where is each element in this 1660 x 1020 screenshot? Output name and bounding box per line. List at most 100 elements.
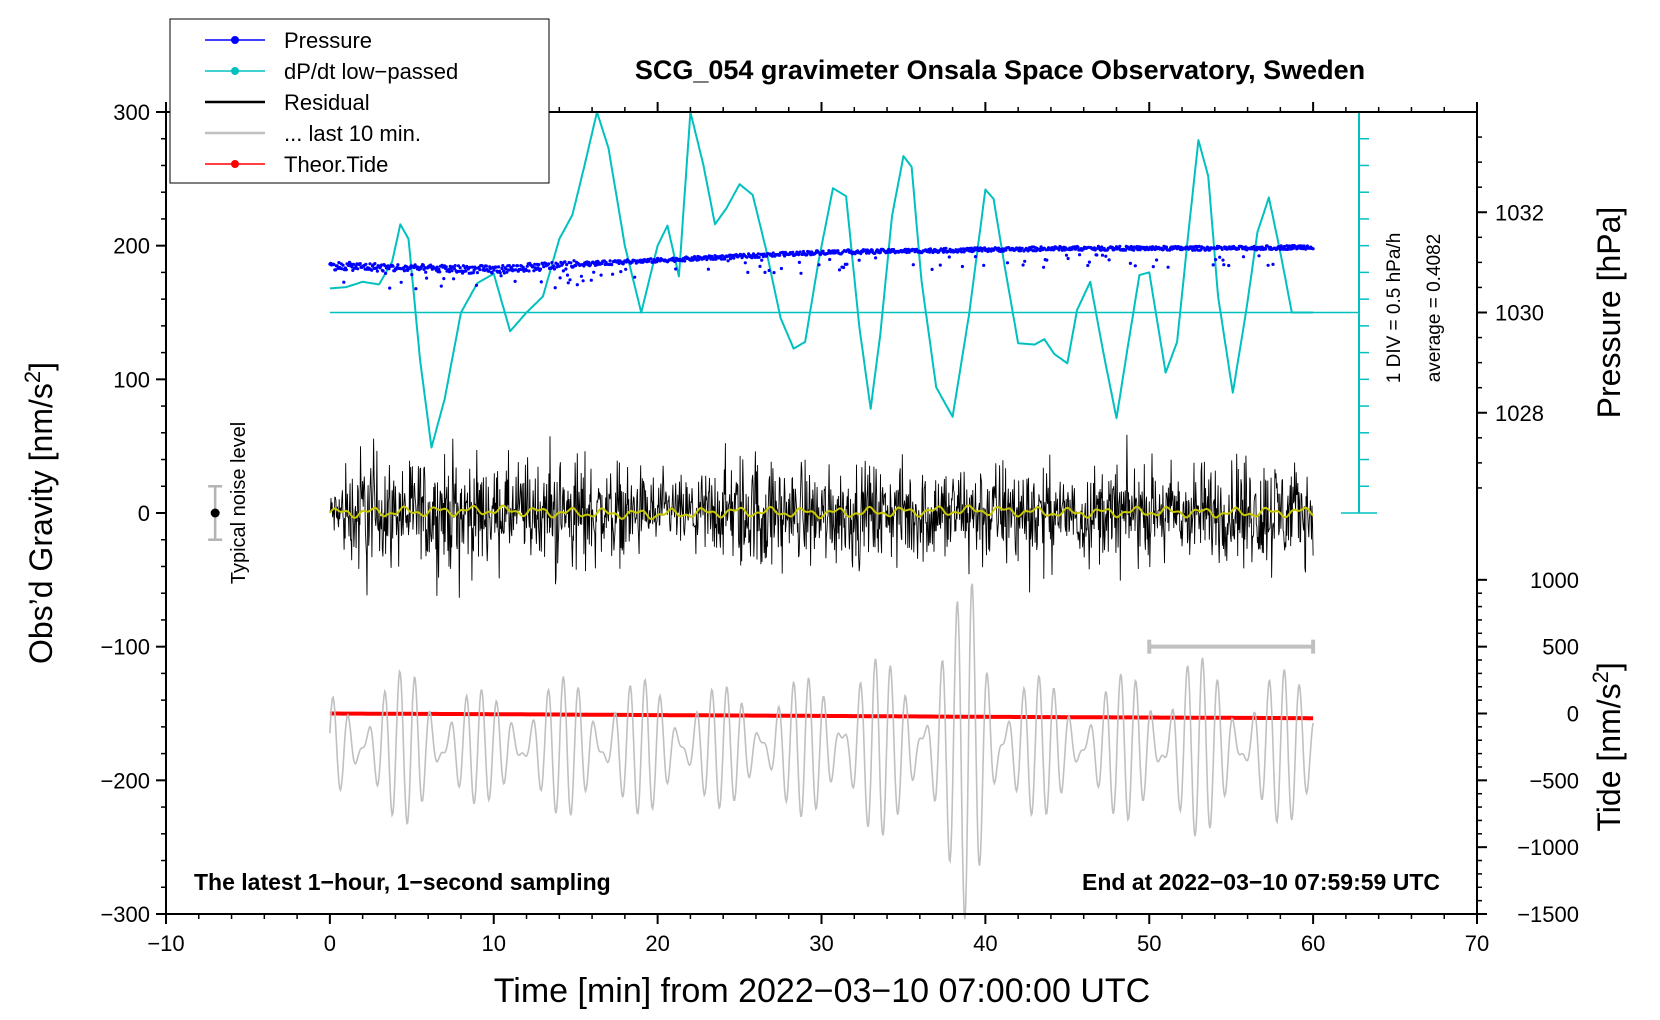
y-tick-label: −300: [100, 902, 150, 927]
pressure-point: [1221, 258, 1225, 262]
pressure-point: [1107, 258, 1111, 262]
tide-axis-label-main: Tide [nm/s: [1591, 683, 1627, 831]
pressure-point: [1211, 263, 1215, 267]
last-10-min-line: [329, 583, 1314, 920]
pressure-point: [388, 286, 392, 290]
pressure-point: [828, 257, 832, 262]
pressure-point: [497, 265, 501, 269]
pressure-point: [399, 280, 403, 284]
pressure-point: [761, 255, 765, 259]
legend-label: Pressure: [284, 28, 372, 53]
pressure-point: [1087, 260, 1091, 264]
pressure-point: [564, 267, 568, 271]
pressure-point: [518, 267, 522, 272]
pressure-point: [408, 266, 412, 270]
pressure-point: [723, 257, 727, 261]
pressure-point: [373, 262, 377, 266]
legend-swatch-dot: [231, 36, 239, 44]
x-tick-label: 30: [809, 931, 833, 956]
pressure-point: [396, 263, 400, 267]
pressure-point: [938, 263, 942, 267]
pressure-point: [439, 284, 443, 288]
pressure-point: [878, 250, 883, 254]
pressure-point: [470, 265, 474, 269]
pressure-point: [484, 264, 488, 268]
pressure-point: [379, 263, 384, 267]
pressure-point: [960, 264, 965, 269]
pressure-point: [458, 266, 462, 270]
pressure-point: [453, 264, 457, 268]
legend-entry: Pressure: [205, 28, 372, 53]
pressure-point: [370, 268, 374, 272]
pressure-point: [757, 255, 761, 259]
dpdt-layer: 1 DIV = 0.5 hPa/h average = 0.4082: [329, 111, 1445, 514]
x-tick-label: 0: [324, 931, 336, 956]
pressure-point: [471, 271, 475, 275]
x-tick-label: 40: [973, 931, 997, 956]
pressure-point: [1023, 259, 1027, 263]
pressure-point: [765, 254, 769, 258]
chart-title: SCG_054 gravimeter Onsala Space Observat…: [635, 55, 1365, 85]
pressure-point: [424, 270, 428, 274]
pressure-point: [438, 270, 442, 274]
legend-entry: Theor.Tide: [205, 152, 388, 177]
pressure-point: [1166, 265, 1170, 269]
pressure-point: [649, 257, 653, 261]
pressure-point: [442, 277, 446, 281]
pressure-point: [905, 250, 909, 255]
legend-entry: dP/dt low−passed: [205, 59, 458, 84]
pressure-point: [1078, 253, 1082, 257]
pressure-point: [553, 286, 557, 290]
pressure-point: [763, 270, 767, 274]
y-axis-label-sup: 2: [20, 371, 45, 383]
pressure-point: [552, 264, 556, 268]
pressure-point: [474, 266, 478, 270]
pressure-point: [565, 263, 569, 267]
pressure-point: [575, 283, 579, 287]
pressure-point: [1066, 256, 1070, 261]
pressure-point: [745, 255, 749, 259]
pressure-point: [972, 249, 976, 253]
pressure-point: [674, 267, 678, 271]
pressure-point: [558, 276, 562, 280]
pressure-point: [1093, 248, 1097, 252]
pressure-point: [821, 249, 825, 253]
pressure-point: [743, 261, 747, 265]
tide-tick-label: 0: [1567, 702, 1579, 727]
pressure-point: [758, 264, 762, 268]
pressure-point: [547, 262, 551, 266]
pressure-point: [1220, 247, 1224, 251]
pressure-point: [552, 267, 557, 271]
y-tick-label: 0: [138, 501, 150, 526]
pressure-point: [619, 270, 623, 274]
pressure-point: [873, 251, 877, 255]
pressure-point: [1132, 248, 1136, 252]
pressure-point: [720, 254, 725, 258]
pressure-point: [480, 264, 484, 268]
residual-layer: [329, 434, 1314, 598]
pressure-point: [772, 271, 776, 275]
pressure-point: [836, 249, 840, 253]
pressure-point: [799, 271, 803, 275]
pressure-point: [349, 262, 353, 266]
y-tick-label: −200: [100, 768, 150, 793]
tide-tick-label: 500: [1542, 635, 1579, 660]
pressure-point: [982, 263, 986, 267]
y-tick-label: 300: [113, 100, 150, 125]
pressure-point: [1100, 245, 1104, 249]
pressure-point: [468, 265, 472, 269]
pressure-point: [375, 269, 379, 273]
tide-tick-label: −1500: [1517, 902, 1579, 927]
pressure-point: [350, 265, 354, 269]
pressure-point: [579, 274, 584, 278]
pressure-point: [842, 265, 846, 270]
pressure-point: [364, 262, 368, 266]
pressure-point: [542, 265, 546, 269]
pressure-point: [340, 267, 344, 271]
pressure-point: [599, 273, 603, 277]
pressure-point: [435, 265, 439, 269]
pressure-point: [368, 262, 372, 266]
pressure-point: [846, 248, 851, 252]
legend-entry: ... last 10 min.: [205, 121, 421, 146]
pressure-point: [452, 277, 456, 281]
